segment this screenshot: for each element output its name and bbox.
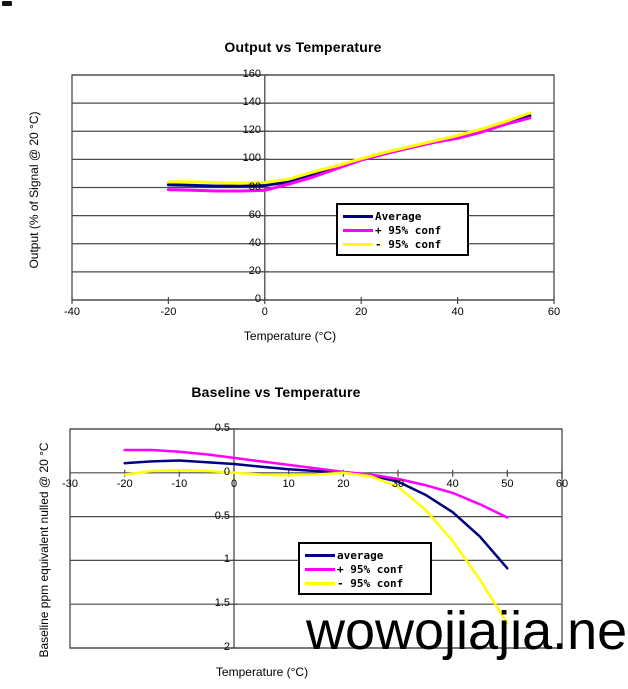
- y-tick-label: 160: [242, 68, 261, 80]
- legend-line-swatch: [343, 243, 373, 247]
- legend-item-label: average: [337, 548, 384, 562]
- x-tick-label: 50: [501, 478, 514, 490]
- x-tick-label: -20: [160, 306, 177, 318]
- chart-title: Baseline vs Temperature: [191, 384, 361, 400]
- y-axis-label: Baseline ppm equivalent nulled @ 20 °C: [37, 442, 51, 658]
- y-tick-label: 120: [242, 124, 261, 137]
- x-tick-label: -40: [64, 306, 80, 318]
- series-line-1: [166, 116, 532, 193]
- series-line-2: [166, 111, 532, 185]
- legend-item-label: - 95% conf: [375, 238, 442, 252]
- y-tick-label: 0: [223, 465, 230, 478]
- legend-item: + 95% conf: [305, 562, 425, 576]
- x-tick-label: 30: [391, 478, 405, 490]
- watermark-text: wowojiajia.ne: [306, 601, 628, 661]
- legend-line-swatch: [343, 228, 373, 232]
- plot-border: [69, 428, 563, 649]
- x-axis-label: Temperature (°C): [243, 329, 337, 343]
- x-tick-label: 0: [261, 306, 268, 318]
- y-tick-label: 2: [223, 641, 230, 653]
- x-tick-label: 20: [337, 478, 350, 490]
- y-tick-label: 20: [248, 264, 261, 277]
- series-line-1: [123, 448, 509, 519]
- legend-item-label: - 95% conf: [337, 577, 404, 591]
- legend-line-swatch: [305, 553, 335, 557]
- y-tick-label: 100: [242, 152, 261, 165]
- x-tick-label: -10: [171, 478, 188, 490]
- x-tick-label: 40: [446, 478, 459, 490]
- legend-line-swatch: [305, 567, 335, 571]
- legend: average + 95% conf - 95% conf: [298, 542, 432, 595]
- series-line-2: [123, 468, 509, 625]
- legend-item: average: [305, 548, 425, 562]
- x-tick-label: 0: [230, 478, 238, 490]
- y-tick-label: 1: [223, 553, 230, 566]
- y-tick-label: 60: [248, 208, 261, 221]
- y-tick-label: 0.5: [214, 509, 230, 522]
- legend-item-label: + 95% conf: [375, 223, 442, 237]
- legend-item: - 95% conf: [343, 238, 462, 252]
- y-tick-label: 140: [242, 96, 261, 109]
- x-tick-label: 10: [282, 478, 295, 490]
- chart-title: Output vs Temperature: [224, 39, 382, 55]
- legend-item-label: + 95% conf: [337, 562, 404, 576]
- x-tick-label: -20: [116, 478, 133, 490]
- y-tick-label: 0: [254, 293, 261, 305]
- plot-border: [71, 74, 555, 301]
- y-tick-label: 80: [248, 180, 261, 193]
- legend-item: Average: [343, 209, 462, 223]
- y-tick-label: 1.5: [214, 597, 230, 610]
- x-axis-label: Temperature (°C): [215, 665, 309, 679]
- x-tick-label: 40: [451, 306, 464, 318]
- x-tick-label: 20: [355, 306, 368, 318]
- series-line-0: [123, 459, 509, 570]
- legend-item-label: Average: [375, 209, 422, 223]
- legend-line-swatch: [305, 582, 335, 586]
- corner-smudge: [2, 1, 12, 6]
- x-tick-label: -30: [62, 478, 78, 490]
- legend-item: - 95% conf: [305, 577, 425, 591]
- y-tick-label: 0.5: [214, 422, 230, 434]
- x-tick-label: 60: [555, 478, 569, 490]
- legend-line-swatch: [343, 214, 373, 218]
- legend: Average + 95% conf - 95% conf: [336, 203, 469, 256]
- y-tick-label: 40: [248, 236, 261, 249]
- x-tick-label: 60: [547, 306, 561, 318]
- legend-item: + 95% conf: [343, 223, 462, 237]
